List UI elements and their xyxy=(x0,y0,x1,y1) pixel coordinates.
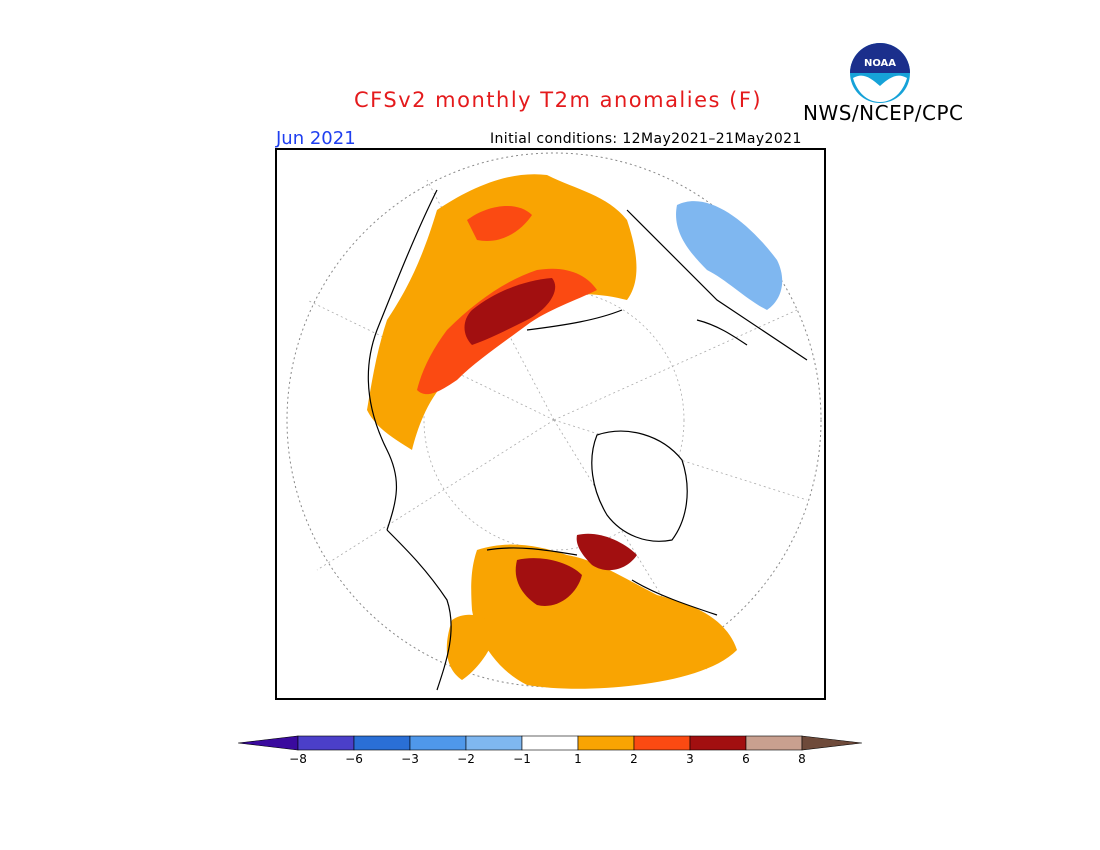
colorbar-bin xyxy=(353,735,411,751)
coastlines xyxy=(367,189,808,691)
colorbar-tick-label: 1 xyxy=(574,752,582,766)
colorbar-bin xyxy=(689,735,747,751)
colorbar-bin-left xyxy=(238,735,299,751)
colorbar-tick-label: 2 xyxy=(630,752,638,766)
initial-conditions-label: Initial conditions: 12May2021–21May2021 xyxy=(490,131,802,147)
colorbar-bin xyxy=(465,735,523,751)
north-america-anomaly-region xyxy=(446,533,737,689)
colorbar-tick-label: −8 xyxy=(289,752,307,766)
hemisphere-circle xyxy=(286,152,822,688)
greenland-outline xyxy=(591,430,688,542)
colorbar-tick-label: 6 xyxy=(742,752,750,766)
chart-title: CFSv2 monthly T2m anomalies (F) xyxy=(354,88,763,112)
colorbar xyxy=(238,735,862,751)
noaa-logo: NOAA xyxy=(850,43,910,103)
colorbar-bin xyxy=(297,735,355,751)
month-label: Jun 2021 xyxy=(276,128,356,149)
colorbar-tick-label: −6 xyxy=(345,752,363,766)
colorbar-bin xyxy=(521,735,579,751)
colorbar-bin xyxy=(745,735,803,751)
colorbar-bin xyxy=(633,735,691,751)
polar-anomaly-map xyxy=(275,148,826,700)
colorbar-tick-label: −3 xyxy=(401,752,419,766)
colorbar-tick-label: 3 xyxy=(686,752,694,766)
colorbar-tick-label: −2 xyxy=(457,752,475,766)
colorbar-labels: −8 −6 −3 −2 −1 1 2 3 6 8 xyxy=(0,752,1100,772)
colorbar-tick-label: 8 xyxy=(798,752,806,766)
eurasia-anomaly-region xyxy=(367,174,637,451)
logo-text: NOAA xyxy=(864,58,896,69)
colorbar-bin-right xyxy=(801,735,862,751)
colorbar-bin xyxy=(577,735,635,751)
colorbar-bin xyxy=(409,735,467,751)
agency-label: NWS/NCEP/CPC xyxy=(803,101,964,125)
map-canvas xyxy=(286,152,822,691)
colorbar-tick-label: −1 xyxy=(513,752,531,766)
scandinavia-cool-anomaly xyxy=(676,201,783,310)
